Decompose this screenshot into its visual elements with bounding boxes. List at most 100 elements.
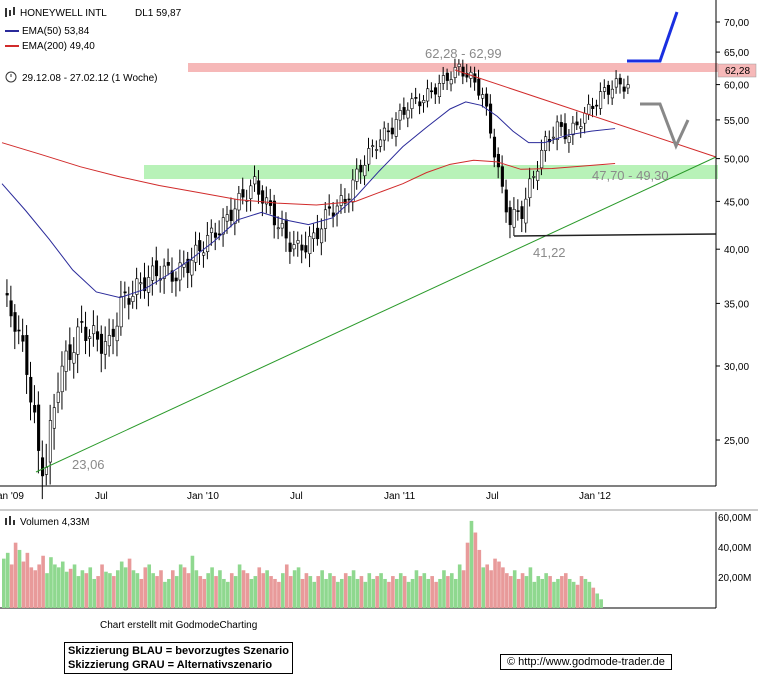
candle-body (288, 242, 292, 252)
candle-body (198, 240, 202, 252)
candle-body (68, 344, 72, 360)
candle-body (123, 291, 127, 294)
volume-bar (599, 599, 603, 608)
candle-body (5, 293, 9, 296)
candle-body (426, 88, 430, 102)
ema50-label: EMA(50) 53,84 (22, 26, 90, 37)
candle-body (166, 262, 170, 266)
volume-bar (379, 573, 383, 608)
volume-bar (143, 567, 148, 608)
volume-bar (422, 573, 427, 608)
time-axis-ticks: Jan '09 Jul Jan '10 Jul Jan '11 Jul Jan '12 (0, 491, 611, 502)
volume-bar (320, 570, 324, 608)
volume-bar (540, 578, 545, 608)
candle-body (465, 72, 469, 78)
candle-body (540, 149, 544, 169)
candle-body (284, 219, 288, 239)
volume-bar (96, 576, 100, 608)
candle-body (304, 245, 308, 253)
candle-body (249, 185, 253, 199)
candle-body (398, 110, 402, 121)
y-tick-label: 60,00 (724, 81, 749, 92)
volume-bar (567, 578, 572, 608)
grey-scenario (640, 102, 690, 150)
candle-body (253, 176, 257, 185)
candle-body (500, 166, 504, 187)
volume-bar (473, 532, 478, 608)
ema50-line (1, 101, 616, 299)
candle-body (567, 136, 571, 143)
volume-bar (60, 561, 65, 608)
candle-body (551, 136, 556, 139)
candle-body (127, 298, 131, 305)
volume-bar (300, 578, 305, 608)
candle-body (143, 277, 147, 292)
volume-bar (261, 573, 265, 608)
x-tick-label: Jan '12 (579, 491, 611, 502)
candle-body (107, 335, 111, 347)
volume-bar (560, 576, 564, 608)
candle-body (481, 94, 485, 99)
volume-bar (108, 573, 112, 608)
volume-bar (13, 542, 18, 608)
volume-bar (296, 567, 301, 608)
candle-body (308, 235, 312, 254)
website-url[interactable]: http://www.godmode-trader.de (518, 656, 665, 668)
candle-body (233, 208, 237, 224)
candle-body (320, 228, 324, 244)
clock-icon (5, 71, 17, 83)
volume-bar (339, 578, 344, 608)
candle-body (84, 326, 88, 341)
volume-bar (571, 581, 576, 608)
candle-body (618, 77, 622, 85)
candle-body (626, 84, 630, 89)
price-axis-ticks: 25,00 30,00 35,00 40,00 45,00 50,00 55,00 60,00… (716, 18, 749, 447)
candle-body (206, 235, 210, 253)
candle-body (17, 329, 21, 332)
x-tick-label: Jan '09 (0, 491, 24, 502)
volume-bar (508, 576, 513, 608)
volume-bar (332, 576, 336, 608)
candle-body (135, 278, 139, 295)
website-link[interactable]: © http://www.godmode-trader.de (500, 654, 672, 670)
volume-bar (493, 558, 497, 608)
low-2011-line (513, 233, 717, 237)
volume-bar (359, 576, 364, 608)
candle-body (9, 300, 13, 317)
volume-bar (119, 561, 124, 608)
volume-bar (151, 573, 155, 608)
volume-bar (477, 549, 482, 608)
scenario-legend: Skizzierung BLAU = bevorzugtes Szenario … (64, 642, 293, 674)
candle-body (44, 467, 49, 475)
volume-bar (304, 573, 309, 608)
candle-body (496, 153, 500, 168)
candle-body (512, 208, 516, 228)
volume-bar (226, 581, 230, 608)
resistance-zone (188, 63, 718, 72)
last-price: DL1 59,87 (135, 8, 182, 19)
candle-body (457, 63, 461, 67)
volume-bar (167, 578, 171, 608)
volume-bar (80, 570, 85, 608)
volume-bar (29, 567, 34, 608)
volume-bar (426, 578, 431, 608)
candle-body (461, 66, 465, 77)
x-tick-label: Jul (290, 491, 303, 502)
y-tick-label: 30,00 (724, 362, 749, 373)
candle-body (418, 101, 422, 107)
volume-bar (100, 564, 104, 608)
low-2009-label: 23,06 (72, 457, 105, 472)
volume-bar (544, 573, 548, 608)
candle-body (520, 206, 524, 219)
volume-bar (383, 578, 387, 608)
volume-bar (442, 570, 446, 608)
candle-body (48, 420, 52, 463)
volume-bar (316, 576, 320, 608)
candle-body (614, 78, 618, 88)
volume-bar (182, 567, 187, 608)
volume-bar (281, 573, 285, 608)
candle-body (516, 210, 520, 212)
candle-body (261, 190, 265, 204)
candle-body (147, 277, 151, 293)
candle-body (280, 223, 284, 229)
